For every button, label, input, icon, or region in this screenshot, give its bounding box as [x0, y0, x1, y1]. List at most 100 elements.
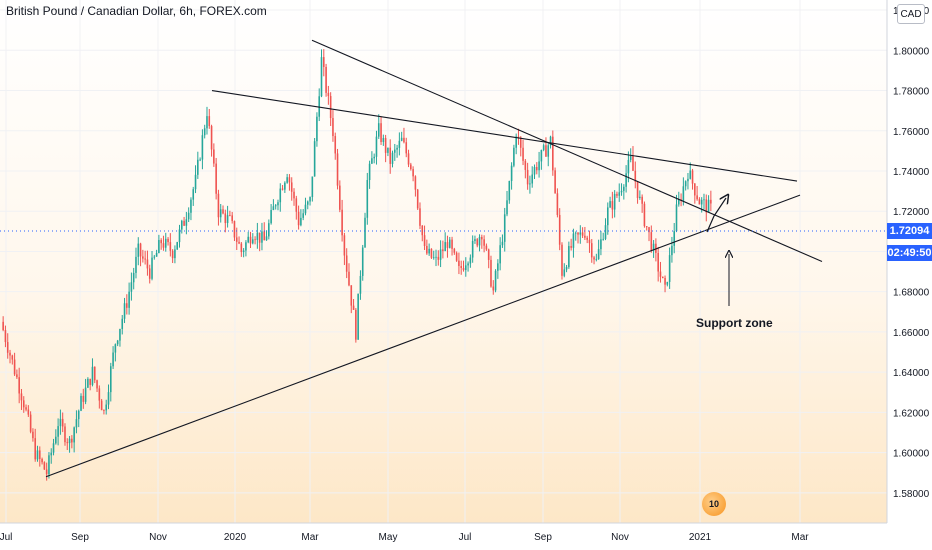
- time-axis-bg: [0, 523, 932, 550]
- candle-body: [519, 137, 522, 148]
- candle-body: [55, 436, 57, 444]
- candle-body: [588, 239, 591, 244]
- candle-body: [258, 232, 261, 243]
- candle-body: [574, 232, 577, 234]
- candle-body: [91, 366, 94, 385]
- candle-body: [29, 414, 32, 432]
- candle-body: [675, 204, 678, 232]
- candle-body: [148, 268, 151, 279]
- candle-body: [632, 155, 634, 171]
- candle-body: [89, 378, 91, 385]
- candle-body: [75, 419, 78, 428]
- candle-body: [128, 291, 130, 308]
- currency-button[interactable]: CAD: [897, 4, 925, 24]
- candle-body: [245, 242, 247, 251]
- candle-body: [444, 242, 446, 252]
- candle-body: [203, 128, 206, 136]
- candle-body: [34, 438, 37, 460]
- candle-body: [634, 170, 637, 182]
- candle-body: [478, 236, 481, 246]
- y-tick-label: 1.68000: [893, 288, 930, 299]
- candle-body: [705, 199, 708, 213]
- candle-body: [274, 205, 277, 207]
- candle-body: [414, 176, 417, 190]
- candle-body: [256, 232, 259, 240]
- candle-body: [561, 244, 563, 276]
- candle-body: [343, 235, 346, 256]
- candle-body: [268, 223, 270, 237]
- candle-body: [629, 155, 632, 160]
- candle-body: [167, 238, 169, 243]
- candle-body: [398, 140, 401, 148]
- candle-body: [238, 241, 240, 244]
- candle-body: [263, 231, 266, 241]
- candle-body: [332, 118, 334, 137]
- candle-body: [396, 147, 398, 150]
- candle-body: [538, 161, 540, 171]
- candle-body: [508, 180, 511, 201]
- candle-body: [643, 203, 646, 227]
- candle-body: [45, 469, 48, 475]
- candle-body: [41, 458, 43, 463]
- candle-body: [309, 197, 311, 202]
- projection-arrow: [706, 198, 726, 233]
- candle-body: [213, 149, 215, 164]
- candle-body: [375, 136, 378, 157]
- candle-body: [451, 239, 453, 249]
- candle-body: [352, 305, 355, 310]
- candle-body: [432, 257, 435, 259]
- candle-body: [382, 138, 385, 143]
- candle-body: [350, 285, 353, 306]
- candle-body: [554, 170, 556, 194]
- candle-body: [355, 309, 357, 340]
- candle-body: [368, 163, 371, 181]
- x-tick-label: May: [379, 532, 398, 543]
- y-tick-label: 1.74000: [893, 167, 930, 178]
- candle-body: [240, 243, 243, 253]
- candle-body: [32, 431, 34, 439]
- candle-body: [231, 215, 233, 222]
- candle-body: [497, 263, 499, 271]
- trendline[interactable]: [311, 39, 823, 263]
- candle-body: [405, 142, 408, 154]
- last-price-badge: 1.72094: [887, 223, 932, 239]
- candle-body: [71, 438, 73, 443]
- candle-body: [158, 240, 160, 254]
- x-tick-label: Sep: [71, 532, 89, 543]
- candle-body: [645, 226, 648, 228]
- candle-body: [176, 242, 179, 250]
- candle-body: [224, 213, 227, 224]
- candle-body: [428, 248, 430, 254]
- candle-body: [552, 136, 554, 171]
- candle-body: [522, 147, 524, 161]
- candle-body: [410, 164, 412, 170]
- candle-body: [130, 282, 133, 292]
- candle-body: [458, 260, 460, 267]
- x-tick-label: Jul: [459, 532, 472, 543]
- trendline[interactable]: [45, 194, 801, 478]
- candle-body: [361, 247, 364, 276]
- event-flag-icon[interactable]: 10: [702, 492, 726, 516]
- candle-body: [162, 243, 165, 248]
- candle-body: [247, 236, 250, 243]
- candle-body: [597, 249, 600, 259]
- candle-body: [64, 426, 66, 443]
- candle-body: [513, 147, 515, 166]
- trendline[interactable]: [211, 89, 798, 182]
- candle-body: [295, 198, 298, 212]
- candle-body: [68, 438, 71, 444]
- candle-body: [636, 181, 639, 198]
- y-tick-label: 1.72000: [893, 207, 930, 218]
- candle-body: [604, 225, 607, 239]
- x-tick-label: Jul: [0, 532, 12, 543]
- candle-body: [494, 270, 497, 291]
- candle-body: [471, 240, 474, 258]
- candle-body: [710, 199, 712, 204]
- x-tick-label: 2020: [224, 532, 247, 543]
- candle-body: [174, 249, 176, 259]
- candle-body: [625, 173, 627, 187]
- candle-body: [666, 281, 669, 285]
- candle-body: [462, 267, 465, 271]
